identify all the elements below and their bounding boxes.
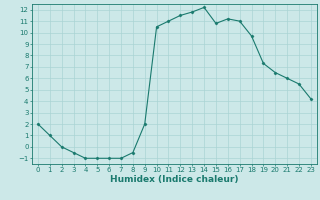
X-axis label: Humidex (Indice chaleur): Humidex (Indice chaleur) xyxy=(110,175,239,184)
